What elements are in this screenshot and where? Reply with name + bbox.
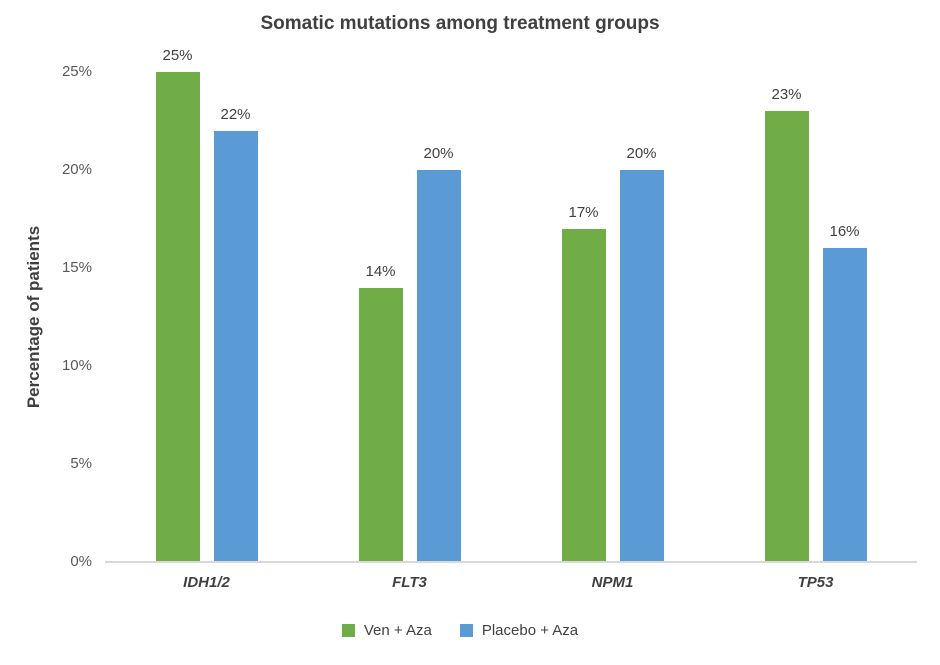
y-tick-label: 0%	[70, 553, 92, 570]
category-label: IDH1/2	[183, 574, 230, 591]
bar-value-label: 14%	[365, 262, 396, 280]
bar-value-label: 16%	[829, 223, 860, 241]
bar-value-label: 25%	[162, 47, 193, 64]
bar-placebo-aza	[416, 170, 461, 562]
bar-ven-aza	[764, 111, 809, 562]
category-label: FLT3	[392, 574, 427, 591]
bar-ven-aza	[561, 228, 606, 562]
legend-item: Placebo + Aza	[459, 622, 579, 639]
bar-value-label: 23%	[771, 86, 802, 104]
y-tick-label: 20%	[61, 161, 92, 178]
y-tick-label: 10%	[61, 357, 92, 374]
bar-value-label: 17%	[568, 203, 599, 221]
bar-placebo-aza	[213, 130, 258, 562]
legend-item: Ven + Aza	[341, 622, 432, 639]
y-axis-title: Percentage of patients	[24, 225, 43, 409]
category-label: NPM1	[591, 574, 634, 591]
legend-swatch-icon	[459, 624, 473, 637]
legend-label: Ven + Aza	[363, 622, 432, 639]
bar-value-label: 22%	[220, 105, 251, 123]
bar-ven-aza	[358, 287, 403, 562]
bar-value-label: 20%	[626, 145, 657, 162]
bar-ven-aza	[155, 72, 200, 562]
y-tick-label: 15%	[61, 259, 92, 276]
bar-placebo-aza	[822, 248, 867, 562]
y-tick-label: 5%	[70, 455, 92, 472]
chart-title: Somatic mutations among treatment groups	[260, 13, 660, 34]
bar-value-label: 20%	[423, 145, 454, 162]
legend-label: Placebo + Aza	[481, 622, 579, 639]
y-tick-label: 25%	[61, 63, 92, 80]
x-axis-line	[105, 561, 917, 563]
bar-placebo-aza	[619, 170, 664, 562]
legend-swatch-icon	[341, 624, 355, 637]
legend: Ven + Aza Placebo + Aza	[0, 622, 920, 639]
category-label: TP53	[797, 574, 834, 591]
